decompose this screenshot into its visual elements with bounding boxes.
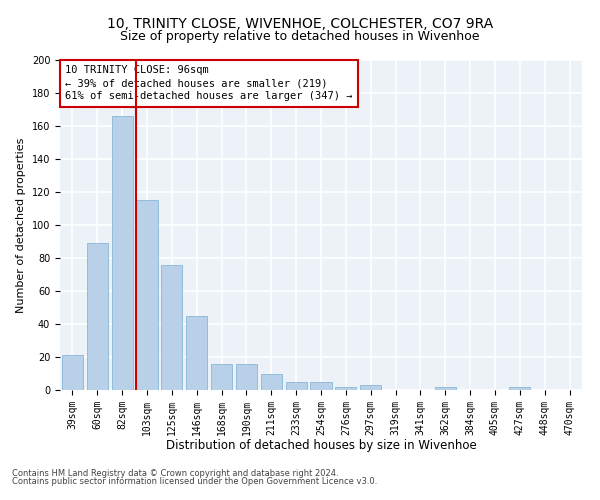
Bar (161, 264, 182, 390)
Y-axis label: Number of detached properties: Number of detached properties (16, 138, 26, 312)
Text: Contains public sector information licensed under the Open Government Licence v3: Contains public sector information licen… (12, 477, 377, 486)
Bar (261, 374, 282, 390)
Bar (335, 386, 356, 390)
X-axis label: Distribution of detached houses by size in Wivenhoe: Distribution of detached houses by size … (166, 439, 476, 452)
Text: 10 TRINITY CLOSE: 96sqm
← 39% of detached houses are smaller (219)
61% of semi-d: 10 TRINITY CLOSE: 96sqm ← 39% of detache… (65, 65, 353, 102)
Bar (112, 116, 133, 390)
Text: Size of property relative to detached houses in Wivenhoe: Size of property relative to detached ho… (120, 30, 480, 43)
Text: 10, TRINITY CLOSE, WIVENHOE, COLCHESTER, CO7 9RA: 10, TRINITY CLOSE, WIVENHOE, COLCHESTER,… (107, 18, 493, 32)
Bar (211, 364, 232, 390)
Bar (310, 382, 332, 390)
Bar (186, 316, 207, 390)
Text: Contains HM Land Registry data © Crown copyright and database right 2024.: Contains HM Land Registry data © Crown c… (12, 468, 338, 477)
Bar (87, 243, 108, 390)
Bar (286, 382, 307, 390)
Bar (62, 356, 83, 390)
Bar (360, 385, 381, 390)
Bar (236, 364, 257, 390)
Bar (509, 386, 530, 390)
Bar (136, 200, 158, 390)
Bar (435, 386, 456, 390)
